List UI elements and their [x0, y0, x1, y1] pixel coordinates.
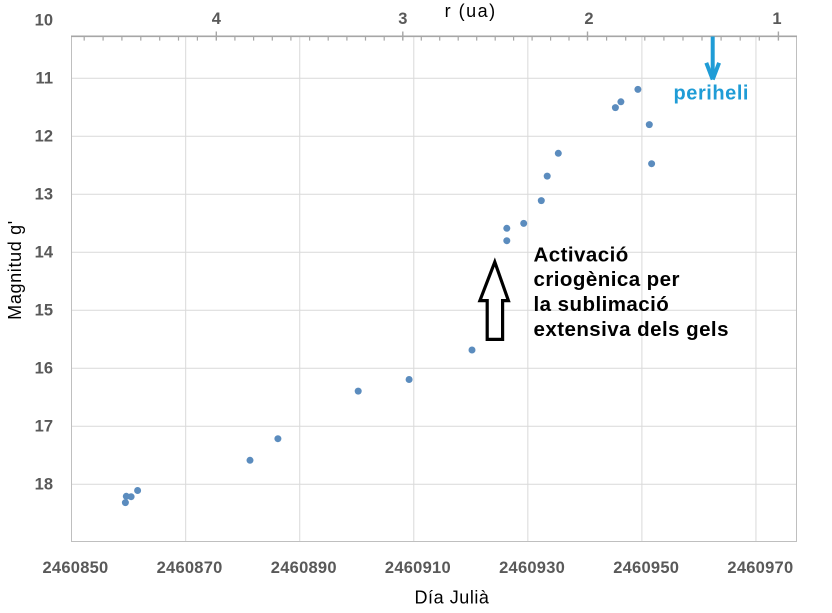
svg-text:Activació: Activació	[534, 243, 629, 266]
svg-text:2: 2	[584, 10, 593, 28]
svg-text:2460870: 2460870	[157, 559, 223, 577]
svg-text:2460890: 2460890	[271, 559, 337, 577]
svg-text:12: 12	[35, 127, 53, 145]
svg-text:17: 17	[35, 417, 53, 435]
svg-text:16: 16	[35, 359, 53, 377]
svg-text:1: 1	[772, 10, 781, 28]
svg-text:2460950: 2460950	[613, 559, 679, 577]
svg-text:criogènica per: criogènica per	[534, 268, 680, 291]
svg-text:11: 11	[36, 69, 53, 87]
svg-text:Magnitud g': Magnitud g'	[5, 220, 25, 320]
svg-text:Día Julià: Día Julià	[415, 588, 490, 608]
svg-text:periheli: periheli	[674, 83, 750, 105]
svg-text:extensiva dels gels: extensiva dels gels	[534, 318, 729, 341]
svg-text:18: 18	[35, 475, 53, 493]
svg-text:2460910: 2460910	[385, 559, 451, 577]
svg-text:13: 13	[35, 185, 53, 203]
svg-text:2460970: 2460970	[727, 559, 793, 577]
svg-text:15: 15	[35, 301, 53, 319]
svg-text:10: 10	[35, 11, 53, 29]
svg-text:3: 3	[398, 10, 407, 28]
svg-text:2460930: 2460930	[499, 559, 565, 577]
svg-text:la sublimació: la sublimació	[534, 293, 670, 316]
svg-text:14: 14	[35, 243, 54, 261]
svg-text:2460850: 2460850	[43, 559, 109, 577]
svg-text:4: 4	[212, 10, 222, 28]
svg-text:r (ua): r (ua)	[445, 1, 497, 21]
